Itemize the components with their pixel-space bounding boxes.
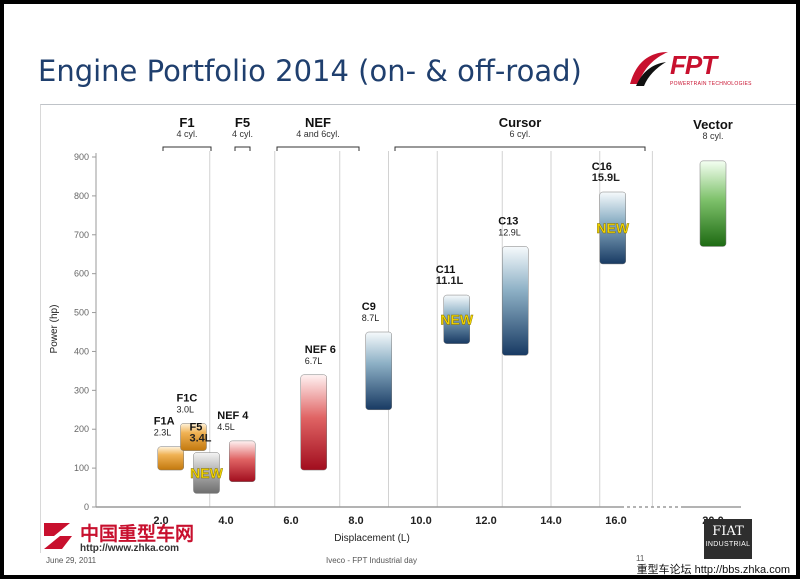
engine-name-c11: C11: [436, 264, 456, 276]
zhka-watermark: 中国重型车网 http://www.zhka.com: [40, 519, 200, 561]
family-name-vector: Vector: [693, 117, 733, 132]
bar-f1a: [157, 446, 184, 471]
watermark-url: http://www.zhka.com: [80, 543, 180, 554]
family-name-f1: F1: [179, 115, 194, 130]
engine-name-f1a: F1A: [154, 416, 175, 428]
y-axis-label: Power (hp): [49, 305, 60, 354]
bar-c16: [599, 191, 626, 265]
family-cyl-cursor: 6 cyl.: [509, 129, 530, 139]
chart-panel: 0 100 200 300 400 500 600 700 800 900 2.0 4.0 6.0 8.…: [40, 104, 796, 553]
engine-name-nef-6: NEF 6: [305, 344, 336, 356]
y-tick-label-500: 500: [74, 308, 89, 318]
x-tick-label-2.0: 2.0: [153, 515, 168, 527]
y-tick-label-900: 900: [74, 152, 89, 162]
fpt-logo: FPT POWERTRAIN TECHNOLOGIES: [628, 48, 774, 92]
engine-disp-c16: 15.9L: [592, 172, 620, 184]
bar-nef-4: [229, 440, 256, 482]
page-number: 11: [636, 554, 645, 563]
engine-disp-f5: 3.4L: [190, 433, 212, 445]
engine-disp-f1a: 2.3L: [154, 428, 172, 438]
fpt-swoosh-icon: [630, 52, 668, 86]
family-name-cursor: Cursor: [499, 115, 542, 130]
x-axis-ticks: 2.04.06.08.010.012.014.016.020.0: [153, 515, 723, 527]
family-cyl-f5: 4 cyl.: [232, 129, 253, 139]
x-tick-label-8.0: 8.0: [348, 515, 363, 527]
engine-disp-c9: 8.7L: [362, 313, 380, 323]
bar-f5: [193, 452, 220, 494]
family-cyl-nef: 4 and 6cyl.: [296, 129, 340, 139]
bar-f1c: [180, 423, 207, 451]
x-tick-label-14.0: 14.0: [540, 515, 561, 527]
family-bracket-f1: [162, 146, 212, 151]
engine-disp-c13: 12.9L: [498, 227, 521, 237]
engine-bars: [157, 160, 727, 494]
new-badge-f5: NEW: [190, 465, 223, 481]
family-bracket-f5: [234, 146, 251, 151]
new-badge-c16: NEW: [596, 220, 629, 236]
x-tick-label-12.0: 12.0: [475, 515, 496, 527]
fpt-logo-tagline: POWERTRAIN TECHNOLOGIES: [670, 81, 752, 87]
engine-chart: 0 100 200 300 400 500 600 700 800 900 2.0 4.0 6.0 8.…: [49, 115, 741, 544]
y-tick-label-100: 100: [74, 463, 89, 473]
x-tick-label-4.0: 4.0: [218, 515, 233, 527]
family-name-f5: F5: [235, 115, 250, 130]
engine-name-nef-4: NEF 4: [217, 410, 249, 422]
bar-c9: [365, 331, 392, 411]
family-bracket-nef: [276, 146, 360, 151]
y-tick-label-200: 200: [74, 424, 89, 434]
engine-disp-f1c: 3.0L: [177, 404, 195, 414]
engine-disp-c11: 11.1L: [436, 275, 464, 287]
x-tick-label-16.0: 16.0: [605, 515, 626, 527]
engine-name-f1c: F1C: [177, 392, 198, 404]
zhka-logo-icon: [44, 523, 72, 549]
y-axis-ticks: 0 100 200 300 400 500 600 700 800 900: [74, 152, 96, 512]
y-tick-label-300: 300: [74, 385, 89, 395]
axes: [95, 153, 741, 508]
y-tick-label-800: 800: [74, 191, 89, 201]
footer-event: Iveco - FPT Industrial day: [326, 556, 417, 565]
x-axis-label: Displacement (L): [334, 533, 410, 544]
engine-disp-nef-6: 6.7L: [305, 356, 323, 366]
engine-disp-nef-4: 4.5L: [217, 422, 235, 432]
gridlines: [209, 151, 653, 507]
fiat-logo-bottom: INDUSTRIAL: [705, 541, 751, 548]
engine-name-f5: F5: [190, 422, 203, 434]
slide: Engine Portfolio 2014 (on- & off-road) F…: [4, 4, 796, 575]
fiat-industrial-logo: FIAT INDUSTRIAL: [704, 519, 752, 559]
watermark-site-name: 中国重型车网: [80, 523, 195, 545]
bar-nef-6: [300, 374, 327, 471]
x-tick-label-10.0: 10.0: [410, 515, 431, 527]
bar-c11: [443, 294, 470, 344]
family-name-nef: NEF: [305, 115, 331, 130]
x-tick-label-6.0: 6.0: [283, 515, 298, 527]
y-tick-label-700: 700: [74, 230, 89, 240]
bar-c13: [502, 246, 529, 356]
y-tick-label-600: 600: [74, 269, 89, 279]
bar-vector: [699, 160, 727, 247]
family-cyl-f1: 4 cyl.: [176, 129, 197, 139]
y-tick-label-400: 400: [74, 346, 89, 356]
fiat-logo-top: FIAT: [712, 524, 744, 539]
family-bracket-cursor: [394, 146, 646, 151]
y-tick-label-0: 0: [84, 502, 89, 512]
forum-watermark: 重型车论坛 http://bbs.zhka.com: [636, 564, 790, 576]
family-cyl-vector: 8 cyl.: [702, 131, 723, 141]
footer-date: June 29, 2011: [46, 556, 97, 565]
engine-name-c16: C16: [592, 161, 612, 173]
engine-name-c13: C13: [498, 215, 518, 227]
fpt-logo-text: FPT: [670, 50, 717, 80]
engine-name-c9: C9: [362, 301, 376, 313]
page-title: Engine Portfolio 2014 (on- & off-road): [38, 54, 582, 88]
new-badge-c11: NEW: [440, 311, 473, 327]
